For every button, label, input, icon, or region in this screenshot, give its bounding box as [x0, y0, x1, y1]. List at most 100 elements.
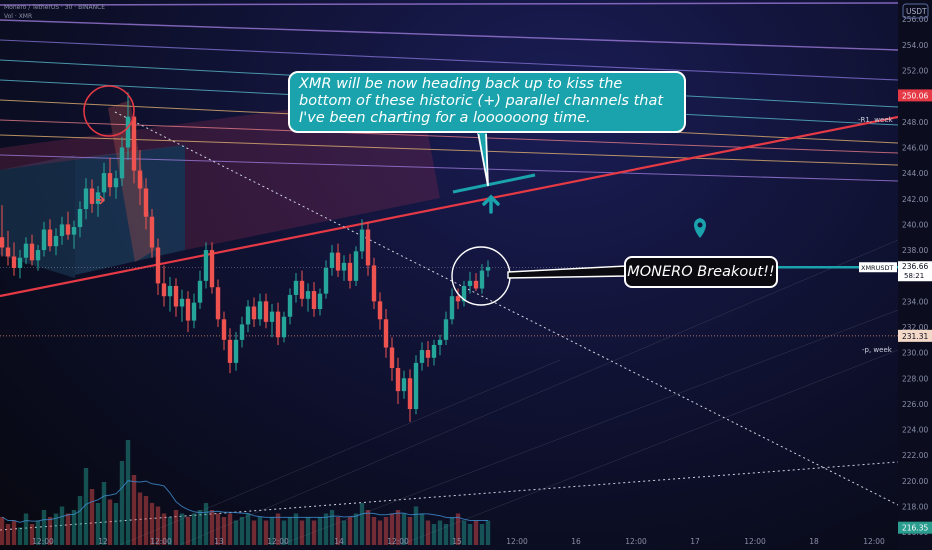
volume-bar: [215, 513, 221, 545]
candle: [323, 260, 329, 299]
volume-bar: [407, 517, 413, 545]
candle-body: [257, 301, 263, 320]
candle: [227, 328, 233, 374]
small-arrow-icon: [96, 195, 106, 205]
breakout-callout[interactable]: MONERO Breakout!!: [624, 256, 778, 288]
volume-bar: [89, 489, 95, 545]
volume-bar: [257, 517, 263, 545]
candle: [353, 246, 359, 286]
volume-bar: [83, 468, 89, 545]
y-tick-label: 252.00: [902, 67, 928, 76]
volume-bar: [101, 482, 107, 545]
volume-bar: [149, 503, 155, 545]
candle-body: [5, 247, 11, 257]
candle: [47, 219, 53, 252]
y-tick-label: 220.00: [902, 477, 928, 486]
candle: [65, 211, 71, 240]
symbol-tag: [859, 262, 897, 273]
location-pin-icon: [694, 218, 706, 238]
candle-body: [281, 316, 287, 338]
candle-body: [227, 339, 233, 363]
candle-body: [269, 311, 275, 322]
candle-body: [77, 209, 83, 227]
candle: [269, 303, 275, 338]
volume-bar: [467, 524, 473, 545]
volume-bar: [233, 520, 239, 545]
candle-body: [191, 302, 197, 321]
candle: [419, 342, 425, 371]
y-tick-label: 256.00: [902, 15, 928, 24]
candle: [197, 270, 203, 310]
candle: [53, 228, 59, 256]
volume-bar: [299, 520, 305, 545]
y-tick-label: 222.00: [902, 451, 928, 460]
volume-bar: [77, 496, 83, 545]
volume-bar: [443, 524, 449, 545]
candle-body: [263, 301, 269, 322]
candle-body: [437, 339, 443, 345]
candle: [113, 170, 119, 199]
chart-overlays: -R1, week -p, week: [83, 85, 894, 354]
candle: [305, 283, 311, 312]
candle-body: [239, 324, 245, 340]
candle: [317, 288, 323, 316]
volume-bar: [275, 513, 281, 545]
volume-bar: [437, 520, 443, 545]
channel-line: [0, 39, 899, 81]
candle: [455, 288, 461, 310]
candle: [11, 242, 17, 276]
candle: [275, 302, 281, 345]
candle: [239, 316, 245, 348]
candle-body: [371, 265, 377, 302]
y-tick-label: 240.00: [902, 220, 928, 229]
symbol-legend: Monero / TetherUS · 30 · BINANCE: [4, 4, 106, 11]
volume-bar: [389, 513, 395, 545]
candle-body: [335, 252, 341, 271]
x-tick-label: 12: [98, 537, 108, 546]
candle-body: [113, 178, 119, 188]
candle-body: [185, 298, 191, 321]
candle: [191, 293, 197, 329]
volume-bar: [203, 503, 209, 545]
candle-body: [419, 350, 425, 363]
volume-bar: [287, 517, 293, 545]
top-callout[interactable]: XMR will be now heading back up to kiss …: [288, 71, 686, 133]
candle: [467, 271, 473, 294]
x-tick-label: 12:00: [267, 537, 289, 546]
volume-bar: [365, 510, 371, 545]
volume-bar: [197, 510, 203, 545]
x-tick-label: 18: [809, 537, 819, 546]
channel-line: [0, 134, 899, 166]
volume-bar: [239, 517, 245, 545]
breakout-pointer: [507, 265, 627, 279]
candle-body: [83, 188, 89, 210]
volume-bar: [383, 517, 389, 545]
volume-bar: [245, 513, 251, 545]
y-tick-label: 232.00: [902, 323, 928, 332]
candle: [35, 244, 41, 271]
volume-bar: [0, 517, 5, 545]
x-tick-label: 12:00: [863, 537, 885, 546]
candle: [401, 370, 407, 399]
candle-body: [347, 262, 353, 281]
volume-bar: [173, 510, 179, 545]
channel-line: [0, 154, 899, 182]
y-tick-label: 246.00: [902, 143, 928, 152]
candle: [221, 311, 227, 351]
candle-body: [209, 250, 215, 288]
volume-bar: [5, 524, 11, 545]
volume-bar: [293, 513, 299, 545]
r1-highlight: [452, 173, 536, 194]
location-pin-dot: [697, 222, 703, 228]
volume-bar: [317, 517, 323, 545]
candle: [41, 221, 47, 257]
y-tick-label: 230.00: [902, 349, 928, 358]
candle: [287, 288, 293, 325]
volume-bar: [29, 524, 35, 545]
volume-bar: [191, 513, 197, 545]
r1-price-value: 250.06: [902, 91, 928, 100]
up-arrow-icon: [482, 194, 500, 214]
volume-bar: [71, 510, 77, 545]
candle: [0, 205, 5, 257]
